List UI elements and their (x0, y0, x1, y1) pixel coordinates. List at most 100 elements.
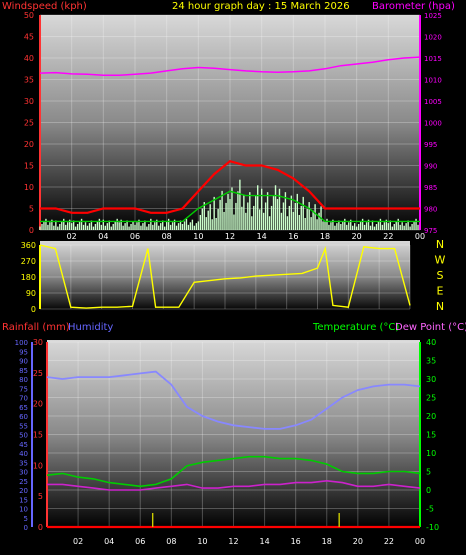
wind-y-tick: 10 (24, 183, 34, 192)
wind-y-tick: 50 (24, 11, 34, 20)
wind-y-tick: 45 (24, 33, 34, 42)
rain-axis-title: Rainfall (mm) (2, 322, 70, 333)
x-tick-label: 20 (352, 232, 362, 241)
rain-y-tick: 0 (38, 523, 43, 532)
humidity-y-tick: 100 (15, 339, 28, 347)
chart-title: 24 hour graph day : 15 March 2026 (172, 1, 350, 12)
x-tick-label: 16 (288, 232, 298, 241)
temp-y-tick: 10 (426, 449, 436, 458)
baro-y-tick: 1000 (424, 120, 442, 128)
baro-y-tick: 995 (424, 141, 437, 149)
humidity-y-tick: 20 (19, 487, 28, 495)
wind-axis-title: Windspeed (kph) (2, 1, 87, 12)
wind-plot-bg (40, 15, 420, 230)
x-tick-label: 06 (130, 232, 140, 241)
humidity-y-tick: 45 (19, 441, 28, 449)
humidity-y-tick: 70 (19, 395, 28, 403)
baro-y-tick: 1010 (424, 77, 442, 85)
wind-y-tick: 20 (24, 140, 34, 149)
rain-y-tick: 15 (33, 431, 43, 440)
humidity-y-tick: 25 (19, 478, 28, 486)
x-tick-label: 00 (415, 537, 425, 546)
humidity-line (46, 370, 421, 430)
x-tick-label: 04 (98, 232, 108, 241)
wind-y-tick: 40 (24, 54, 34, 63)
temp-axis-title: Temperature (°C) (312, 322, 399, 333)
humidity-y-tick: 40 (19, 450, 28, 458)
humidity-y-tick: 80 (19, 376, 28, 384)
temp-y-tick: -10 (426, 523, 439, 532)
compass-label: W (435, 254, 446, 267)
humidity-y-tick: 30 (19, 469, 28, 477)
rain-y-tick: 5 (38, 492, 43, 501)
humidity-y-tick: 10 (19, 506, 28, 514)
compass-label: E (437, 285, 444, 298)
direction-line (39, 244, 411, 309)
baro-y-tick: 1020 (424, 34, 442, 42)
temp-plot: 0510152025303540455055606570758085909510… (15, 338, 439, 546)
humidity-axis-title: Humidity (68, 322, 113, 333)
compass-label: S (437, 269, 444, 282)
x-tick-label: 04 (104, 537, 114, 546)
wind-y-tick: 30 (24, 97, 34, 106)
x-tick-label: 14 (259, 537, 269, 546)
rain-y-tick: 20 (33, 400, 43, 409)
humidity-y-tick: 15 (19, 496, 28, 504)
baro-y-tick: 980 (424, 206, 437, 214)
baro-y-tick: 985 (424, 184, 437, 192)
rain-y-tick: 30 (33, 338, 43, 347)
x-tick-label: 12 (228, 537, 238, 546)
x-tick-label: 00 (415, 232, 425, 241)
x-tick-label: 16 (291, 537, 301, 546)
baro-y-tick: 1005 (424, 98, 442, 106)
temp-y-tick: 25 (426, 394, 436, 403)
x-tick-label: 08 (162, 232, 172, 241)
direction-y-tick: 180 (21, 273, 36, 282)
temperature-line (46, 455, 421, 488)
temp-y-tick: 40 (426, 338, 436, 347)
temp-plot-bg (47, 340, 420, 528)
x-tick-label: 02 (67, 232, 77, 241)
baro-y-tick: 1025 (424, 12, 442, 20)
humidity-y-tick: 60 (19, 413, 28, 421)
temp-y-tick: -5 (426, 505, 434, 514)
temp-y-tick: 20 (426, 412, 436, 421)
x-tick-label: 22 (384, 537, 394, 546)
humidity-y-tick: 50 (19, 432, 28, 440)
temp-y-tick: 30 (426, 375, 436, 384)
x-tick-label: 12 (225, 232, 235, 241)
wind-y-tick: 15 (24, 162, 34, 171)
x-tick-label: 18 (322, 537, 332, 546)
direction-y-tick: 90 (26, 289, 36, 298)
barometer-line (39, 56, 421, 76)
wind-y-tick: 35 (24, 76, 34, 85)
wind-y-tick: 5 (29, 205, 34, 214)
compass-label: N (436, 300, 444, 313)
avg-wind-line (40, 190, 420, 223)
wind-y-tick: 0 (29, 226, 34, 235)
humidity-y-tick: 0 (24, 524, 28, 532)
direction-y-tick: 360 (21, 241, 36, 250)
humidity-y-tick: 95 (19, 348, 28, 356)
humidity-y-tick: 85 (19, 367, 28, 375)
x-tick-label: 06 (135, 537, 145, 546)
rain-y-tick: 10 (33, 461, 43, 470)
humidity-y-tick: 75 (19, 385, 28, 393)
temp-y-tick: 5 (426, 468, 431, 477)
dewpoint-line (47, 479, 421, 491)
x-tick-label: 10 (197, 537, 207, 546)
humidity-y-tick: 90 (19, 358, 28, 366)
wind-plot: 0510152025303540455097598098599099510001… (24, 11, 442, 241)
x-tick-label: 18 (320, 232, 330, 241)
baro-y-tick: 990 (424, 163, 437, 171)
humidity-y-tick: 65 (19, 404, 28, 412)
x-tick-label: 14 (257, 232, 267, 241)
baro-y-tick: 975 (424, 227, 437, 235)
direction-y-tick: 0 (31, 305, 36, 314)
dew-axis-title: Dew Point (°C) (395, 322, 466, 333)
x-tick-label: 02 (73, 537, 83, 546)
x-tick-label: 22 (383, 232, 393, 241)
humidity-y-tick: 5 (24, 515, 28, 523)
direction-plot-bg (40, 241, 410, 311)
